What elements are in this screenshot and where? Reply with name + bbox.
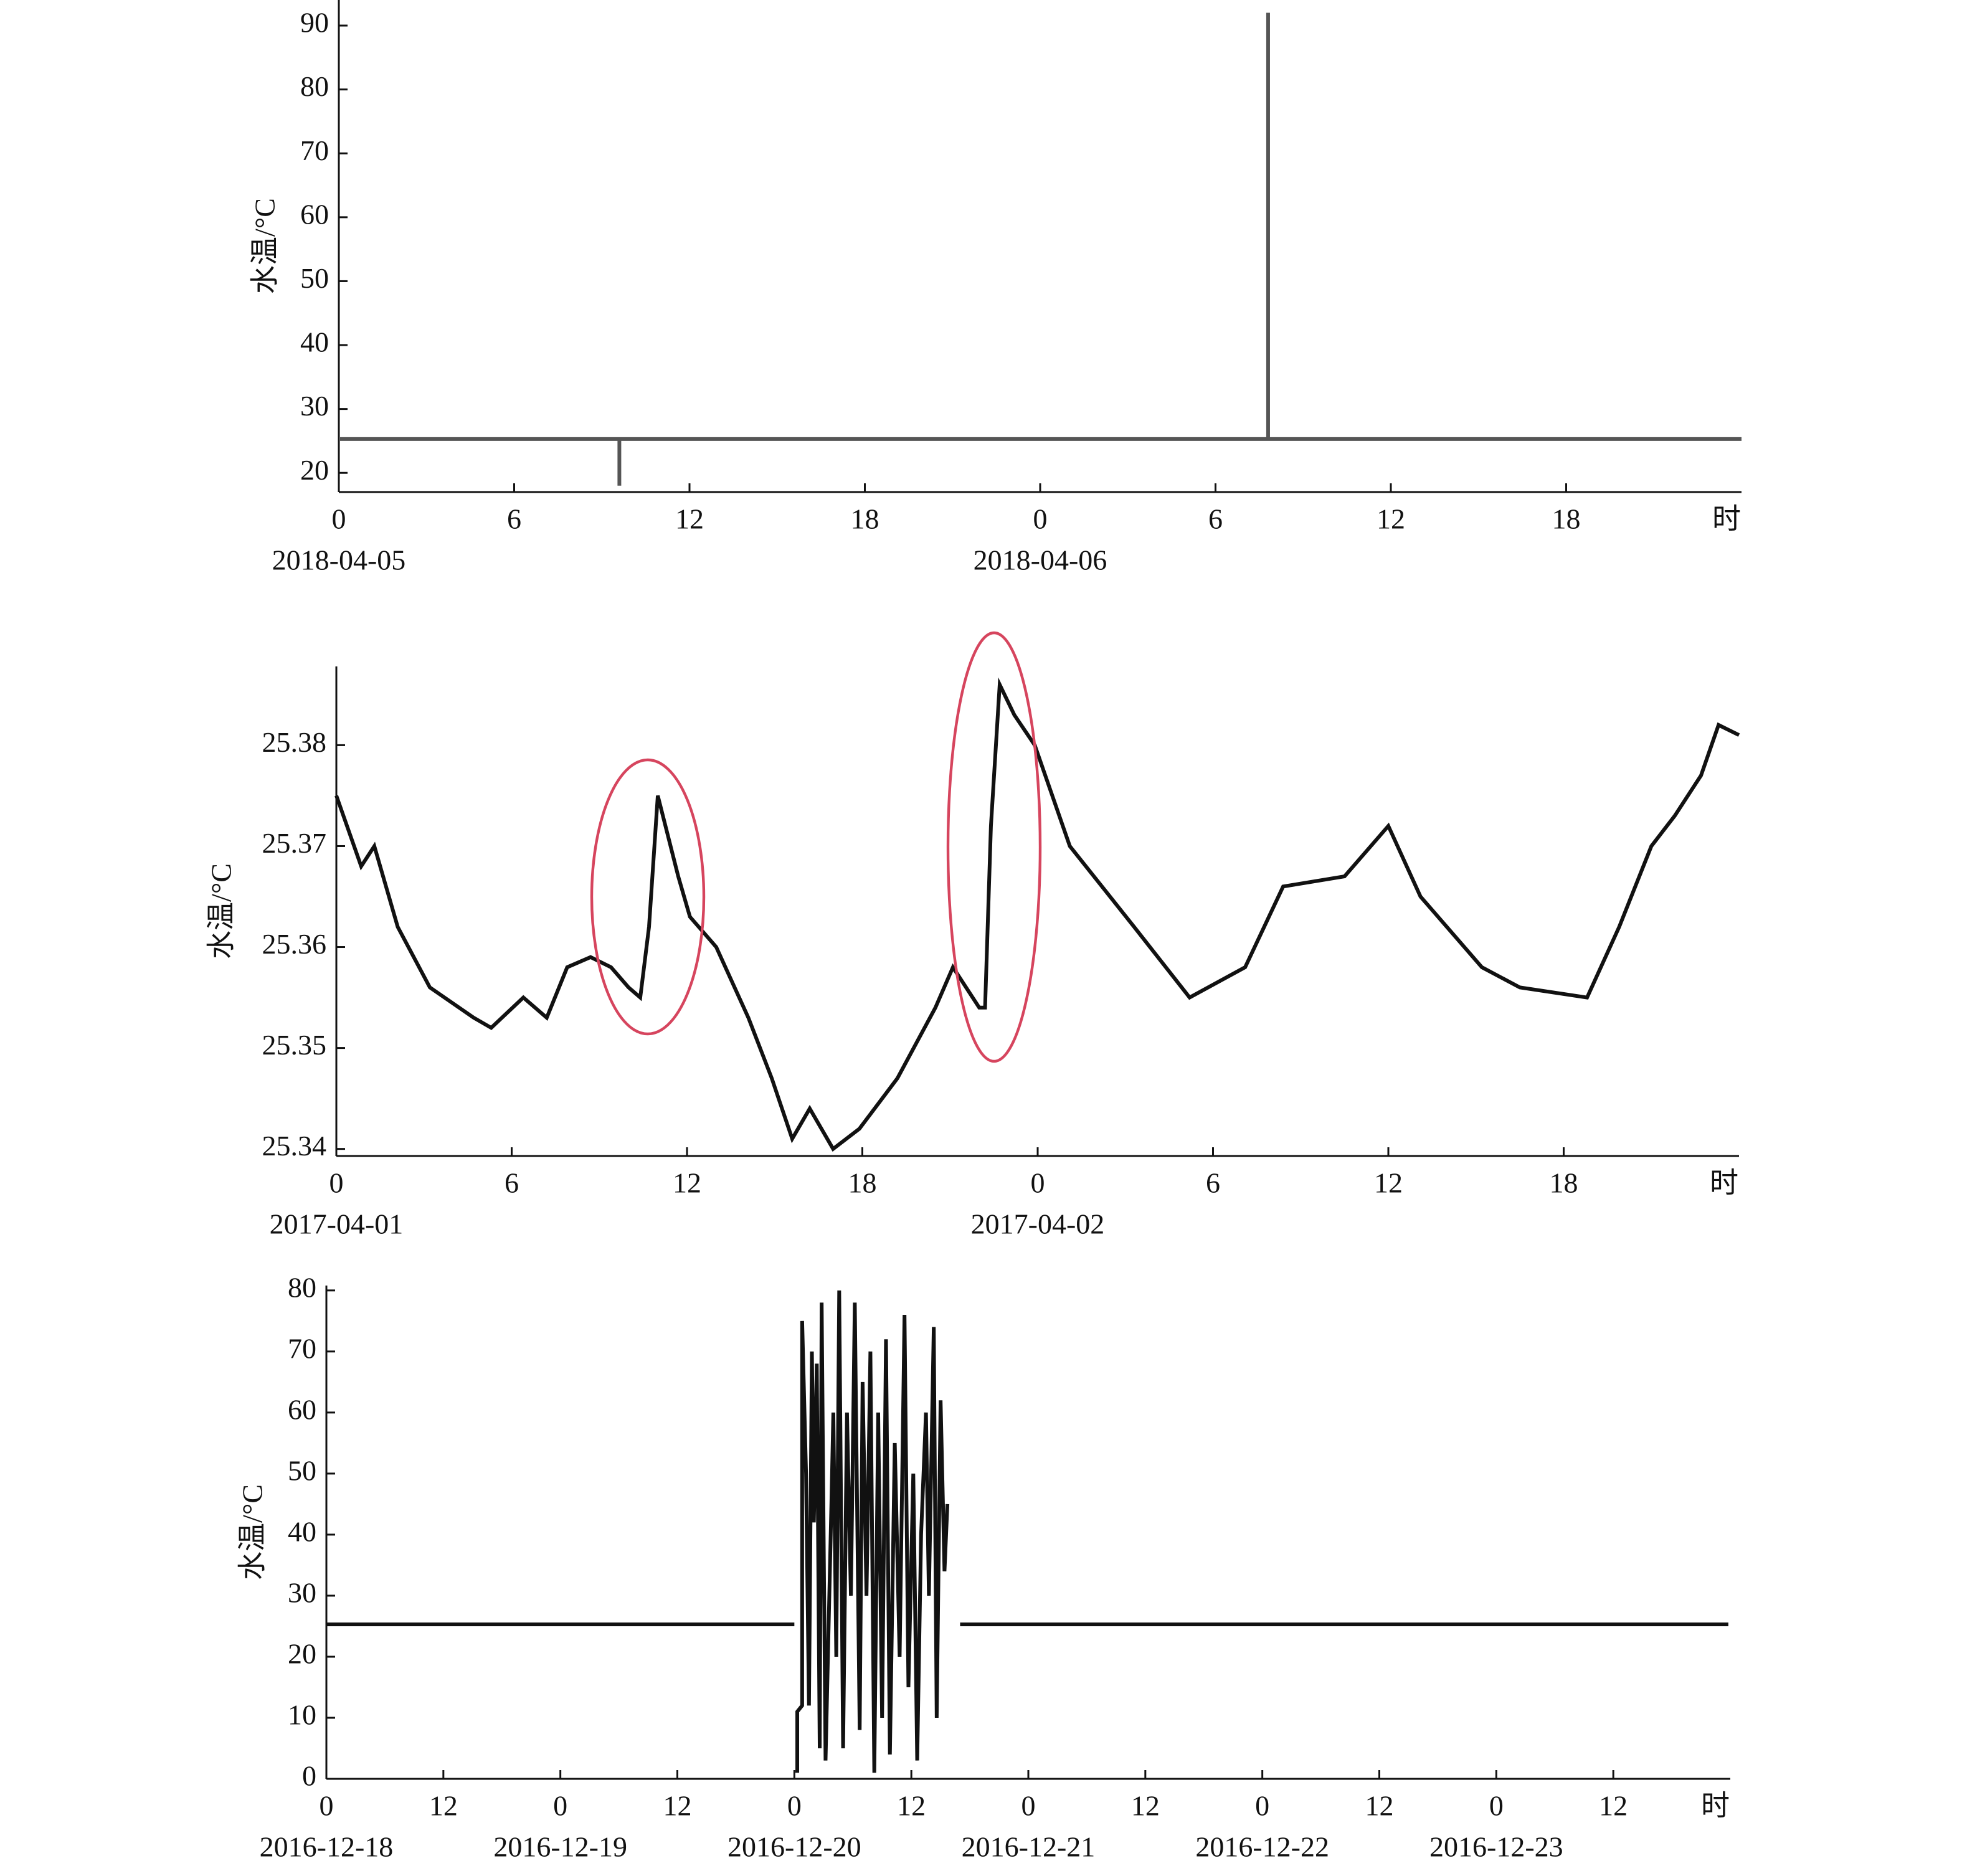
x-tick-label: 6	[507, 503, 521, 535]
x-unit: 时	[1701, 1790, 1730, 1822]
x-tick-label: 12	[1365, 1790, 1394, 1822]
x-tick-label: 0	[332, 503, 346, 535]
x-tick-label: 0	[1031, 1167, 1045, 1199]
x-tick-label: 12	[1599, 1790, 1628, 1822]
x-unit: 时	[1712, 503, 1741, 535]
x-tick-label: 18	[848, 1167, 877, 1199]
data-line	[334, 677, 1740, 1152]
x-tick-label: 0	[1021, 1790, 1036, 1822]
x-date-label: 2016-12-20	[727, 1831, 861, 1863]
x-date-label: 2017-04-02	[971, 1208, 1105, 1240]
x-date-label: 2016-12-19	[493, 1831, 627, 1863]
y-tick-label: 0	[302, 1760, 316, 1792]
x-tick-label: 12	[663, 1790, 692, 1822]
y-tick-label: 20	[300, 454, 329, 486]
y-tick-label: 25.34	[262, 1130, 327, 1162]
x-tick-label: 18	[1550, 1167, 1578, 1199]
y-tick-label: 25.38	[262, 726, 327, 758]
highlight-circle	[590, 758, 706, 1036]
x-tick-label: 0	[329, 1167, 344, 1199]
y-tick-label: 25.37	[262, 827, 327, 859]
y-axis-label: 水温/°C	[237, 1484, 268, 1580]
highlight-circle	[946, 631, 1042, 1063]
x-tick-label: 0	[553, 1790, 567, 1822]
x-tick-label: 12	[1377, 503, 1405, 535]
y-axis-label: 水温/°C	[249, 198, 281, 294]
x-tick-label: 18	[851, 503, 879, 535]
x-tick-label: 0	[787, 1790, 802, 1822]
x-date-label: 2016-12-21	[962, 1831, 1096, 1863]
x-date-label: 2018-04-06	[974, 544, 1107, 576]
y-tick-label: 25.36	[262, 928, 327, 960]
x-tick-label: 6	[1206, 1167, 1220, 1199]
x-date-label: 2018-04-05	[272, 544, 406, 576]
x-tick-label: 0	[1489, 1790, 1504, 1822]
y-tick-label: 80	[300, 70, 329, 102]
x-date-label: 2016-12-22	[1195, 1831, 1329, 1863]
x-tick-label: 0	[1033, 503, 1048, 535]
y-tick-label: 70	[288, 1332, 316, 1364]
y-tick-label: 30	[300, 390, 329, 422]
y-tick-label: 40	[288, 1515, 316, 1547]
y-tick-label: 90	[300, 7, 329, 39]
y-axis-label: 水温/°C	[206, 863, 237, 959]
y-tick-label: 70	[300, 135, 329, 166]
x-tick-label: 0	[1255, 1790, 1269, 1822]
y-tick-label: 80	[288, 1271, 316, 1303]
x-date-label: 2017-04-01	[270, 1208, 404, 1240]
x-tick-label: 18	[1552, 503, 1581, 535]
data-line	[339, 12, 1742, 486]
y-tick-label: 25.35	[262, 1029, 327, 1061]
x-tick-label: 0	[320, 1790, 334, 1822]
x-unit: 时	[1710, 1167, 1738, 1199]
x-tick-label: 6	[505, 1167, 519, 1199]
y-tick-label: 50	[288, 1454, 316, 1486]
x-date-label: 2016-12-18	[260, 1831, 394, 1863]
x-tick-label: 6	[1208, 503, 1223, 535]
x-tick-label: 12	[675, 503, 704, 535]
x-tick-label: 12	[673, 1167, 701, 1199]
y-tick-label: 30	[288, 1577, 316, 1609]
x-tick-label: 12	[1374, 1167, 1403, 1199]
y-tick-label: 10	[288, 1699, 316, 1731]
x-tick-label: 12	[897, 1790, 926, 1822]
data-line	[326, 1290, 1728, 1773]
y-tick-label: 60	[288, 1393, 316, 1425]
y-tick-label: 60	[300, 198, 329, 230]
x-tick-label: 12	[1131, 1790, 1160, 1822]
x-date-label: 2016-12-23	[1429, 1831, 1563, 1863]
y-tick-label: 20	[288, 1638, 316, 1670]
y-tick-label: 50	[300, 262, 329, 294]
y-tick-label: 40	[300, 326, 329, 358]
x-tick-label: 12	[429, 1790, 458, 1822]
